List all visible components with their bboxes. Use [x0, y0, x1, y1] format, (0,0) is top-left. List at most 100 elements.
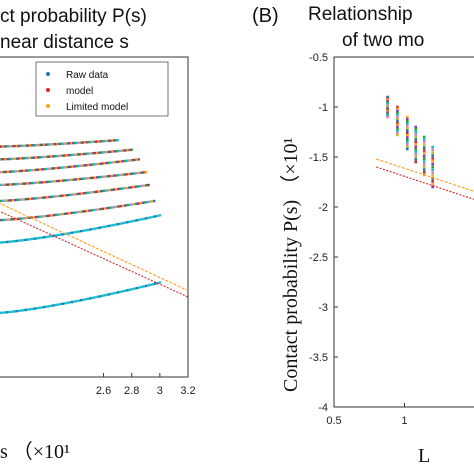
raw-data-point	[124, 149, 128, 152]
raw-data-point	[119, 160, 122, 163]
raw-data-point	[12, 218, 15, 221]
model-line	[0, 210, 189, 298]
raw-data-point	[422, 151, 426, 155]
raw-data-point	[76, 192, 79, 196]
raw-data-point	[36, 306, 39, 310]
raw-data-point	[13, 183, 17, 186]
raw-data-point	[3, 183, 6, 186]
raw-data-point	[15, 239, 18, 243]
raw-data-point	[431, 177, 434, 180]
raw-data-point	[3, 311, 7, 314]
raw-data-point	[405, 138, 409, 142]
raw-data-point	[82, 141, 85, 144]
raw-data-point	[90, 209, 93, 212]
raw-data-point	[150, 200, 154, 203]
raw-data-point	[77, 178, 80, 181]
raw-data-point	[386, 114, 389, 117]
raw-data-point	[10, 157, 13, 161]
raw-data-point	[43, 305, 46, 309]
raw-data-point	[34, 215, 38, 219]
raw-data-point	[117, 187, 120, 191]
raw-data-point	[23, 217, 26, 220]
raw-data-point	[422, 168, 426, 171]
raw-data-point	[24, 308, 27, 312]
raw-data-point	[49, 167, 52, 170]
raw-data-point	[65, 194, 69, 197]
raw-data-point	[414, 143, 418, 146]
raw-data-point	[414, 145, 418, 149]
raw-data-point	[36, 237, 39, 240]
raw-data-point	[0, 158, 4, 161]
raw-data-point	[140, 171, 143, 174]
raw-data-point	[130, 148, 133, 151]
raw-data-point	[117, 222, 120, 226]
raw-data-point	[19, 239, 23, 242]
raw-data-point	[45, 167, 48, 171]
x-tick-label: 1	[401, 415, 407, 427]
raw-data-point	[97, 208, 100, 211]
raw-data-point	[102, 139, 106, 143]
raw-data-point	[133, 287, 136, 290]
raw-data-point	[111, 161, 114, 164]
raw-data-point	[70, 178, 74, 182]
raw-data-point	[78, 153, 82, 156]
raw-data-point	[87, 191, 90, 194]
raw-data-point	[22, 182, 25, 185]
raw-data-point	[59, 213, 62, 216]
raw-data-point	[31, 237, 34, 241]
raw-data-point	[19, 217, 22, 220]
raw-data-point	[95, 162, 98, 166]
raw-data-point	[40, 236, 44, 239]
raw-data-point	[96, 151, 99, 155]
raw-data-point	[112, 188, 116, 191]
raw-data-point	[147, 216, 150, 220]
raw-data-point	[39, 196, 43, 200]
raw-data-point	[43, 180, 46, 184]
raw-data-point	[422, 170, 426, 174]
raw-data-point	[153, 199, 156, 203]
raw-data-point	[13, 144, 17, 148]
raw-data-point	[33, 237, 37, 240]
raw-data-point	[81, 164, 84, 167]
raw-data-point	[91, 296, 94, 300]
raw-data-point	[69, 193, 73, 196]
raw-data-point	[114, 139, 118, 142]
raw-data-point	[396, 111, 399, 115]
raw-data-point	[18, 198, 21, 201]
raw-data-point	[86, 297, 90, 300]
raw-data-point	[19, 309, 23, 312]
raw-data-point	[43, 236, 46, 239]
raw-data-point	[7, 145, 10, 148]
raw-data-point	[108, 174, 112, 178]
raw-data-point	[8, 240, 11, 243]
raw-data-point	[43, 214, 47, 218]
panel-b: (B) Relationship of two mo -0.5-1-1.5-2-…	[252, 4, 474, 467]
raw-data-point	[149, 216, 152, 219]
raw-data-point	[29, 156, 32, 160]
raw-data-point	[84, 152, 88, 156]
raw-data-point	[396, 131, 399, 135]
raw-data-point	[85, 141, 89, 144]
raw-data-point	[121, 204, 125, 208]
raw-data-point	[94, 208, 98, 211]
raw-data-point	[431, 185, 434, 189]
raw-data-point	[36, 215, 40, 219]
raw-data-point	[106, 139, 109, 143]
raw-data-point	[6, 170, 10, 173]
raw-data-point	[0, 199, 2, 203]
raw-data-point	[119, 222, 122, 225]
raw-data-point	[414, 130, 418, 134]
raw-data-point	[17, 144, 20, 148]
raw-data-point	[94, 140, 97, 143]
raw-data-point	[40, 306, 44, 309]
raw-data-point	[125, 173, 128, 176]
raw-data-point	[154, 282, 157, 285]
raw-data-point	[414, 125, 418, 129]
raw-data-point	[74, 211, 78, 214]
raw-data-point	[422, 149, 426, 152]
raw-data-point	[80, 192, 84, 195]
raw-data-point	[20, 169, 24, 173]
raw-data-point	[42, 155, 46, 159]
raw-data-point	[405, 145, 409, 149]
raw-data-point	[431, 165, 434, 169]
